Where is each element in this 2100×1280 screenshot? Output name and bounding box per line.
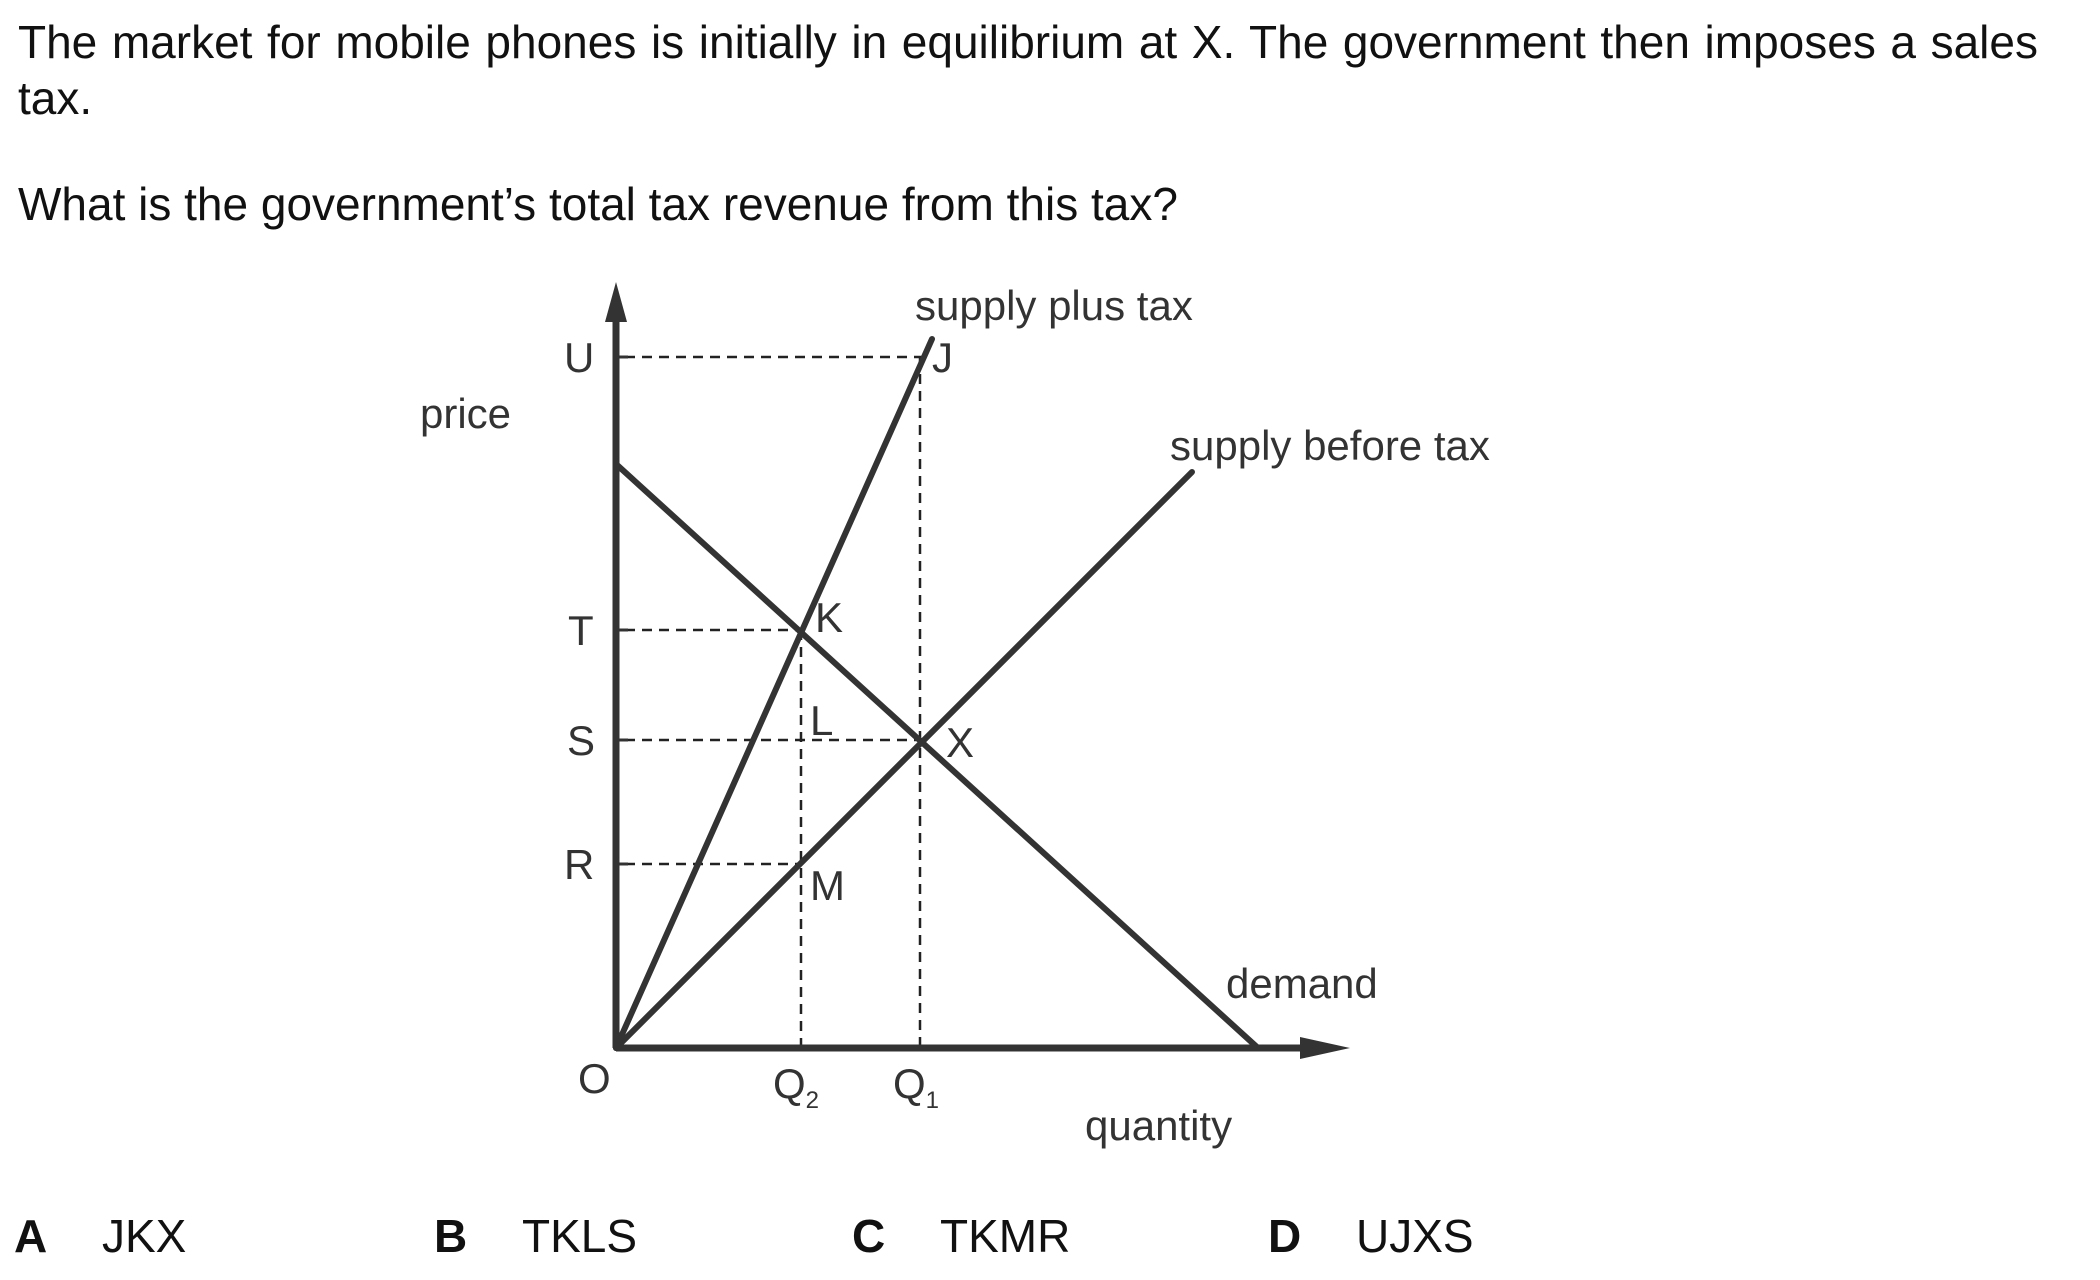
price-label-r: R (564, 841, 594, 888)
price-label-s: S (567, 717, 595, 764)
option-b-text: TKLS (522, 1210, 638, 1262)
option-a[interactable]: A JKX (14, 1208, 186, 1264)
demand-label: demand (1226, 960, 1378, 1007)
quantity-label-q2: Q2 (773, 1060, 819, 1114)
price-axis-arrow (605, 282, 627, 322)
option-c-text: TKMR (940, 1210, 1071, 1262)
point-label-j: J (932, 334, 953, 381)
option-d-text: UJXS (1356, 1210, 1474, 1262)
answer-options: A JKX B TKLS C TKMR D UJXS (0, 1208, 2100, 1268)
supply-before-tax-label: supply before tax (1170, 422, 1490, 469)
supply-plus-tax-label: supply plus tax (915, 282, 1193, 329)
question-intro: The market for mobile phones is initiall… (18, 16, 2038, 124)
price-label-u: U (564, 334, 594, 381)
quantity-label-q1: Q1 (893, 1060, 939, 1114)
supply-plus-tax-line (613, 336, 935, 1051)
tax-incidence-diagram: price quantity O U T S R Q2 Q1 J K L X M… (420, 282, 1490, 1149)
option-d-letter: D (1268, 1210, 1302, 1262)
demand-curve (613, 461, 1261, 1051)
quantity-axis-label: quantity (1085, 1102, 1232, 1149)
point-label-l: L (810, 697, 833, 744)
dashed-guides (625, 355, 924, 1048)
option-b[interactable]: B TKLS (434, 1208, 637, 1264)
question-prompt: What is the government’s total tax reven… (18, 178, 1178, 230)
option-c-letter: C (852, 1210, 886, 1262)
point-label-k: K (815, 594, 843, 641)
point-label-x: X (946, 719, 974, 766)
quantity-axis-arrow (1300, 1037, 1350, 1059)
q2-subscript: 2 (806, 1087, 819, 1114)
option-a-letter: A (14, 1210, 48, 1262)
option-a-text: JKX (102, 1210, 187, 1262)
point-label-m: M (810, 862, 845, 909)
option-d[interactable]: D UJXS (1268, 1208, 1474, 1264)
price-axis-label: price (420, 390, 511, 437)
supply-before-tax-line (613, 469, 1195, 1051)
price-label-t: T (568, 607, 594, 654)
q1-subscript: 1 (926, 1087, 939, 1114)
option-b-letter: B (434, 1210, 468, 1262)
option-c[interactable]: C TKMR (852, 1208, 1070, 1264)
axes (605, 282, 1350, 1059)
origin-label: O (578, 1055, 611, 1102)
